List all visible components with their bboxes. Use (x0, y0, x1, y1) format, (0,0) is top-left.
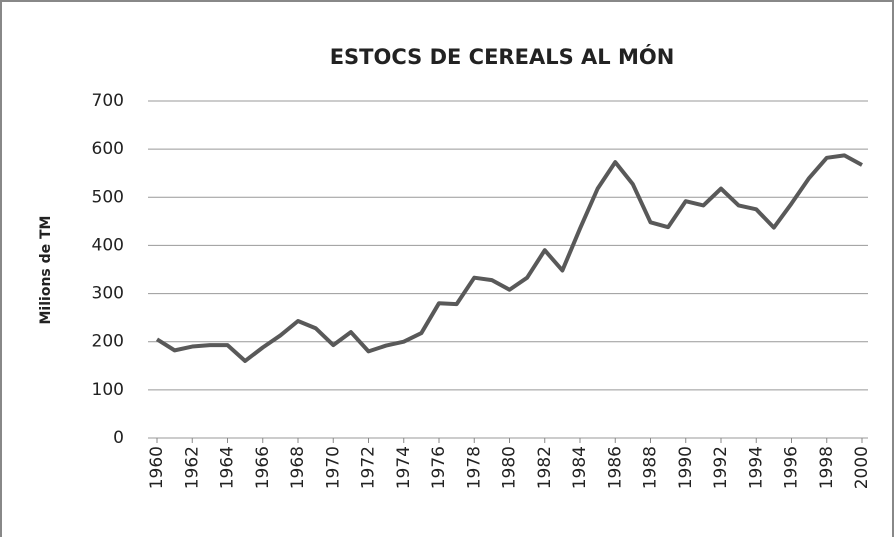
y-axis-label: Milions de TM (38, 216, 54, 325)
y-tick-label: 600 (92, 139, 124, 159)
y-tick-label: 100 (92, 380, 124, 400)
x-tick-label: 1998 (817, 446, 837, 489)
y-tick-label: 200 (92, 332, 124, 352)
x-tick-label: 1974 (394, 446, 414, 489)
x-tick-label: 2000 (852, 446, 872, 489)
x-tick-label: 1980 (500, 446, 520, 489)
x-tick-label: 1984 (570, 446, 590, 489)
y-tick-label: 300 (92, 284, 124, 304)
x-tick-label: 1964 (218, 446, 238, 489)
x-tick-label: 1976 (429, 446, 449, 489)
y-tick-label: 0 (113, 428, 124, 448)
y-tick-label: 700 (92, 91, 124, 111)
x-tick-label: 1992 (711, 446, 731, 489)
x-tick-label: 1966 (253, 446, 273, 489)
x-tick-label: 1996 (782, 446, 802, 489)
x-tick-label: 1970 (323, 446, 343, 489)
x-tick-label: 1982 (535, 446, 555, 489)
x-tick-label: 1972 (359, 446, 379, 489)
x-tick-label: 1960 (147, 446, 167, 489)
x-tick-label: 1968 (288, 446, 308, 489)
y-tick-label: 500 (92, 187, 124, 207)
y-tick-label: 400 (92, 235, 124, 255)
x-tick-label: 1986 (605, 446, 625, 489)
x-tick-label: 1962 (182, 446, 202, 489)
line-series (155, 153, 863, 363)
chart-title: ESTOCS DE CEREALS AL MÓN (330, 44, 675, 69)
x-tick-label: 1988 (641, 446, 661, 489)
x-tick-label: 1994 (746, 446, 766, 489)
x-tick-label: 1978 (464, 446, 484, 489)
x-tick-label: 1990 (676, 446, 696, 489)
